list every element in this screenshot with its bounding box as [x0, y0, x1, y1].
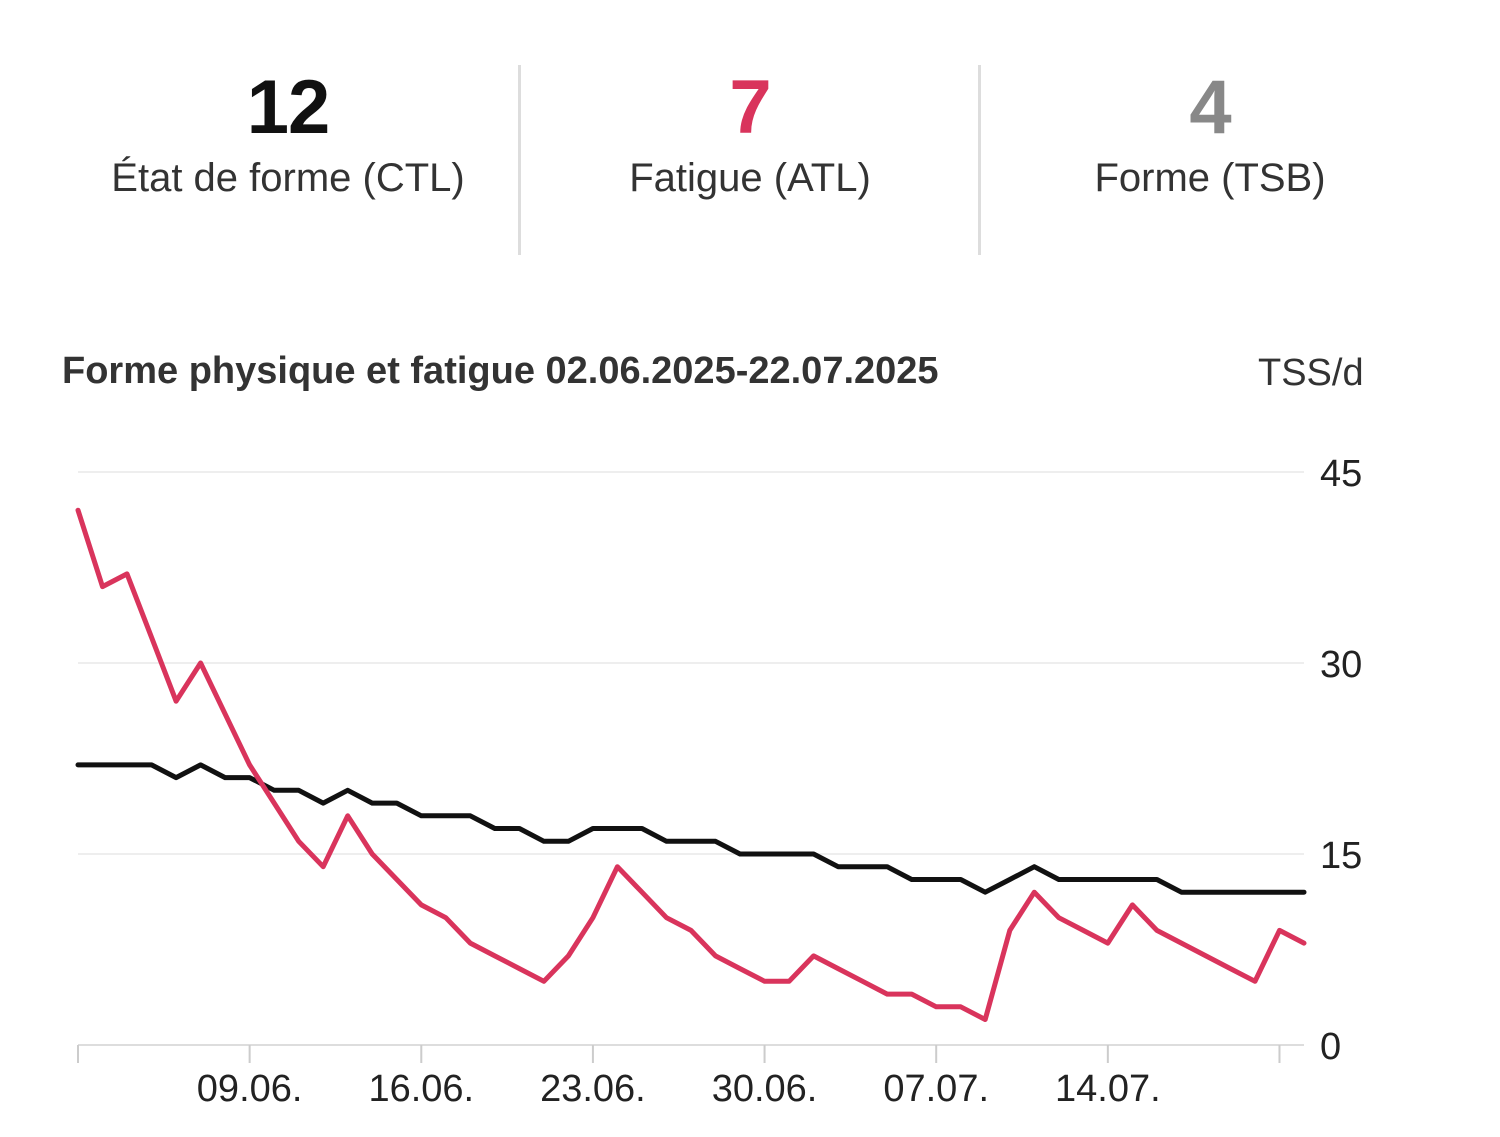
- stat-divider: [978, 65, 981, 255]
- stats-panel: 12 État de forme (CTL) 7 Fatigue (ATL) 4…: [58, 60, 1442, 260]
- chart-unit-label: TSS/d: [1258, 352, 1364, 394]
- stat-atl-value: 7: [729, 65, 771, 150]
- y-tick-label: 0: [1320, 1026, 1341, 1068]
- x-tick-label: 07.07.: [883, 1068, 989, 1110]
- stat-ctl: 12 État de forme (CTL): [58, 60, 518, 260]
- y-tick-label: 45: [1320, 453, 1362, 495]
- stat-atl: 7 Fatigue (ATL): [520, 60, 980, 260]
- stat-tsb: 4 Forme (TSB): [980, 60, 1440, 260]
- ctl-series-line: [75, 762, 1307, 895]
- atl-series-line: [75, 507, 1307, 1022]
- stat-ctl-value: 12: [246, 65, 331, 150]
- x-tick-label: 30.06.: [712, 1068, 818, 1110]
- stat-tsb-value: 4: [1189, 65, 1231, 150]
- stat-ctl-label: État de forme (CTL): [111, 156, 465, 200]
- chart-title: Forme physique et fatigue 02.06.2025-22.…: [62, 350, 939, 392]
- y-tick-label: 30: [1320, 644, 1362, 686]
- x-tick-label: 23.06.: [540, 1068, 646, 1110]
- stat-divider: [518, 65, 521, 255]
- x-tick-label: 14.07.: [1055, 1068, 1161, 1110]
- stat-atl-label: Fatigue (ATL): [629, 156, 871, 200]
- y-tick-label: 15: [1320, 835, 1362, 877]
- x-tick-label: 09.06.: [197, 1068, 303, 1110]
- x-tick-label: 16.06.: [368, 1068, 474, 1110]
- stat-tsb-label: Forme (TSB): [1094, 156, 1326, 200]
